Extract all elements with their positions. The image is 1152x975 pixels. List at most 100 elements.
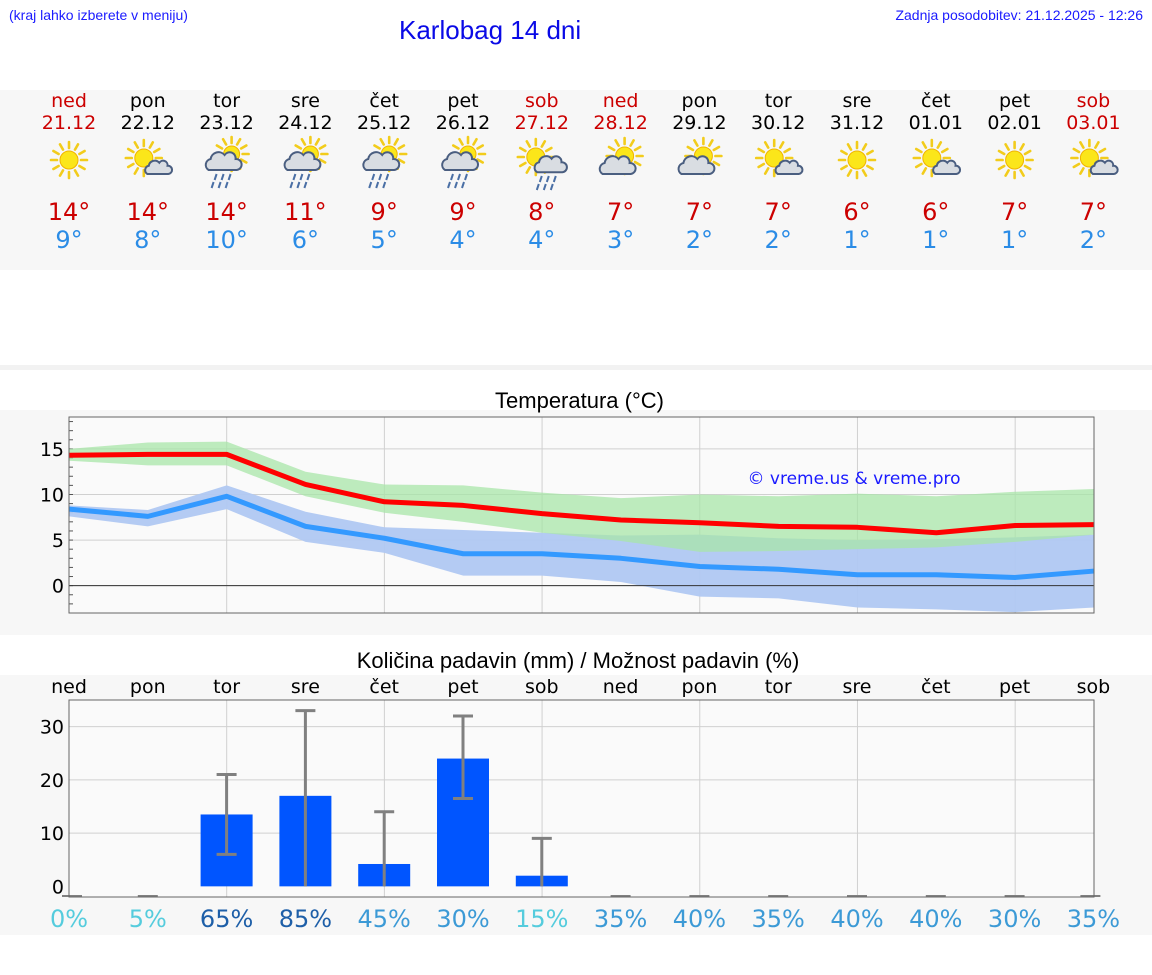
sun-ray [476, 144, 485, 150]
min-temp: 4° [528, 226, 555, 254]
precip-day-label: pet [447, 676, 478, 698]
rain-drop [447, 181, 451, 189]
sun-ray [914, 162, 923, 169]
sun-ray [58, 169, 65, 177]
max-temp: 14° [127, 198, 170, 226]
min-temp: 6° [292, 226, 319, 254]
credit-text: © vreme.us & vreme.pro [747, 469, 960, 489]
forecast-date: 28.12 [593, 112, 647, 134]
sun-ray [73, 143, 80, 151]
sun-ray [525, 166, 532, 174]
rain-drop [461, 181, 465, 189]
cloud-shape [144, 159, 174, 175]
rain-drop [552, 175, 557, 183]
precip-day-label: sre [843, 676, 872, 698]
min-temp: 2° [1080, 226, 1107, 254]
precip-probability: 85% [279, 905, 332, 933]
sun-ray [314, 137, 321, 146]
precip-day-label: tor [213, 676, 240, 698]
sun-rain-icon [441, 135, 487, 189]
rain-drop [220, 173, 225, 181]
precip-probability: 30% [436, 905, 489, 933]
precip-probability: 30% [988, 905, 1041, 933]
partly-cloudy-icon [677, 136, 723, 176]
sun-disc [59, 150, 79, 170]
forecast-day: pon [682, 90, 718, 112]
precip-day-label: pet [999, 676, 1030, 698]
sun-ray [379, 137, 386, 146]
sun-ray [300, 137, 307, 146]
divider [0, 365, 1152, 370]
sun-ray [148, 141, 155, 149]
forecast-date: 31.12 [830, 112, 884, 134]
cloud-shape [1089, 159, 1119, 175]
forecast-date: 25.12 [357, 112, 411, 134]
rain-drop [378, 173, 383, 181]
min-temp: 3° [607, 226, 634, 254]
sun-disc [847, 150, 867, 170]
sun-ray [78, 149, 86, 156]
sun-ray [866, 149, 874, 156]
min-temp: 1° [922, 226, 949, 254]
rain-drop [303, 181, 308, 189]
temp-plot-frame [68, 416, 1095, 614]
forecast-day: čet [921, 90, 951, 112]
sun-ray [239, 144, 248, 150]
max-temp: 7° [686, 198, 713, 226]
forecast-day: pet [447, 90, 478, 112]
cloud-shape [362, 151, 401, 171]
sun-cloud-icon [124, 138, 174, 178]
min-temp: 9° [55, 226, 82, 254]
sun-ray [1072, 147, 1081, 154]
forecast-date: 23.12 [199, 112, 253, 134]
precip-day-label: čet [921, 676, 951, 698]
forecast-day: tor [765, 90, 792, 112]
page-title: Karlobag 14 dni [399, 15, 582, 45]
sun-ray [78, 164, 86, 171]
sun-ray [73, 169, 80, 177]
precip-probability: 65% [200, 905, 253, 933]
temperature-title: Temperatura (°C) [495, 388, 664, 413]
max-temp-range-band [69, 441, 1094, 552]
min-temp-line [68, 493, 1095, 580]
forecast-day: sob [1077, 90, 1111, 112]
sun-ray [1023, 164, 1032, 171]
sun-rain-icon [204, 135, 250, 189]
sun-ray [52, 164, 60, 171]
sun-ray [525, 140, 532, 148]
precip-y-tick: 30 [40, 717, 64, 739]
sun-ray [239, 158, 248, 164]
sun-ray [1079, 141, 1085, 149]
rain-drop [224, 181, 229, 189]
sun-ray [294, 144, 303, 150]
sun-ray [921, 141, 928, 149]
sunny-icon [995, 140, 1034, 180]
sun-cloud-icon [912, 138, 962, 178]
min-temp: 5° [371, 226, 398, 254]
sun-rain-icon [283, 135, 329, 189]
sun-cloud-icon [1070, 138, 1119, 178]
max-temp: 9° [449, 198, 476, 226]
sun-ray [866, 164, 874, 171]
precip-probability: 35% [1067, 905, 1120, 933]
sun-ray [1004, 143, 1010, 151]
forecast-day: sob [525, 90, 559, 112]
precip-plot-frame [68, 699, 1095, 898]
sun-ray [633, 160, 642, 167]
rain-drop [210, 181, 215, 189]
max-temp: 14° [48, 198, 91, 226]
sun-ray [221, 137, 228, 146]
min-temp: 10° [205, 226, 248, 254]
last-update: Zadnja posodobitev: 21.12.2025 - 12:26 [895, 7, 1143, 23]
temp-y-tick: 15 [40, 439, 64, 461]
forecast-day: sre [291, 90, 320, 112]
sun-ray [783, 147, 792, 154]
cloud-shape [441, 151, 479, 171]
forecast-date: 24.12 [278, 112, 332, 134]
sun-ray [318, 144, 327, 150]
forecast-day: tor [213, 90, 240, 112]
max-temp: 7° [765, 198, 792, 226]
sun-ray [693, 139, 699, 147]
precip-day-label: sob [1077, 676, 1111, 698]
